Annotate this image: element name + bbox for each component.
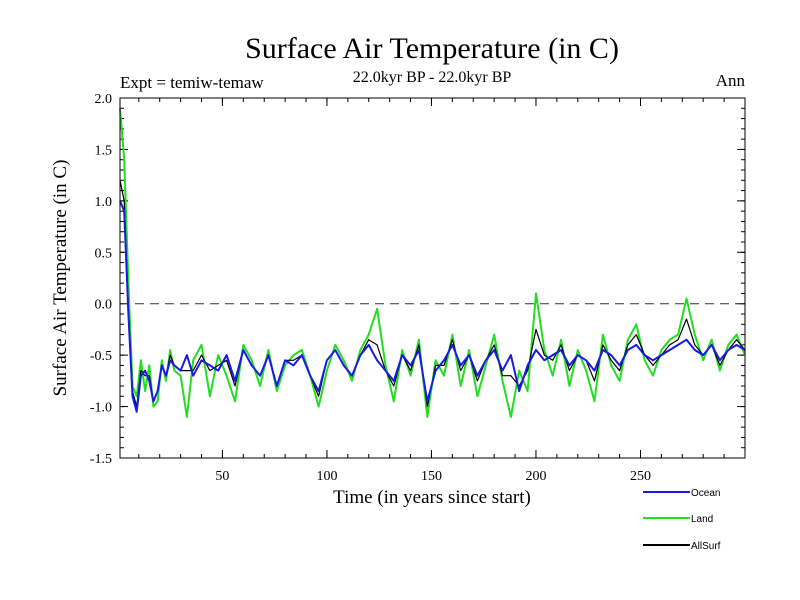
y-tick-label: 2.0: [95, 92, 113, 107]
y-tick-label: 0.0: [95, 298, 113, 313]
y-tick-label: 1.0: [95, 195, 113, 210]
legend-label-land: Land: [691, 514, 713, 525]
y-tick-label: -1.5: [90, 452, 112, 467]
series-line-land: [119, 108, 746, 418]
chart-title: Surface Air Temperature (in C): [245, 32, 619, 65]
experiment-label: Expt = temiw-temaw: [120, 73, 264, 92]
x-tick-label: 200: [525, 469, 546, 484]
chart-subtitle: 22.0kyr BP - 22.0kyr BP: [353, 69, 512, 86]
season-label: Ann: [716, 71, 746, 90]
y-tick-label: 0.5: [95, 246, 113, 261]
y-tick-label: -1.0: [90, 401, 112, 416]
y-tick-label: -0.5: [90, 349, 112, 364]
legend: Ocean Land AllSurf: [643, 488, 721, 552]
x-tick-label: 100: [316, 469, 337, 484]
legend-label-ocean: Ocean: [691, 488, 720, 499]
y-tick-label: 1.5: [95, 143, 113, 158]
series-line-ocean: [119, 200, 746, 413]
plot-frame: [119, 97, 746, 459]
x-tick-label: 250: [630, 469, 651, 484]
x-axis-label: Time (in years since start): [333, 487, 531, 508]
x-tick-label: 150: [421, 469, 442, 484]
legend-label-allsurf: AllSurf: [691, 541, 721, 552]
y-axis-label: Surface Air Temperature (in C): [50, 160, 71, 397]
x-tick-label: 50: [215, 469, 229, 484]
